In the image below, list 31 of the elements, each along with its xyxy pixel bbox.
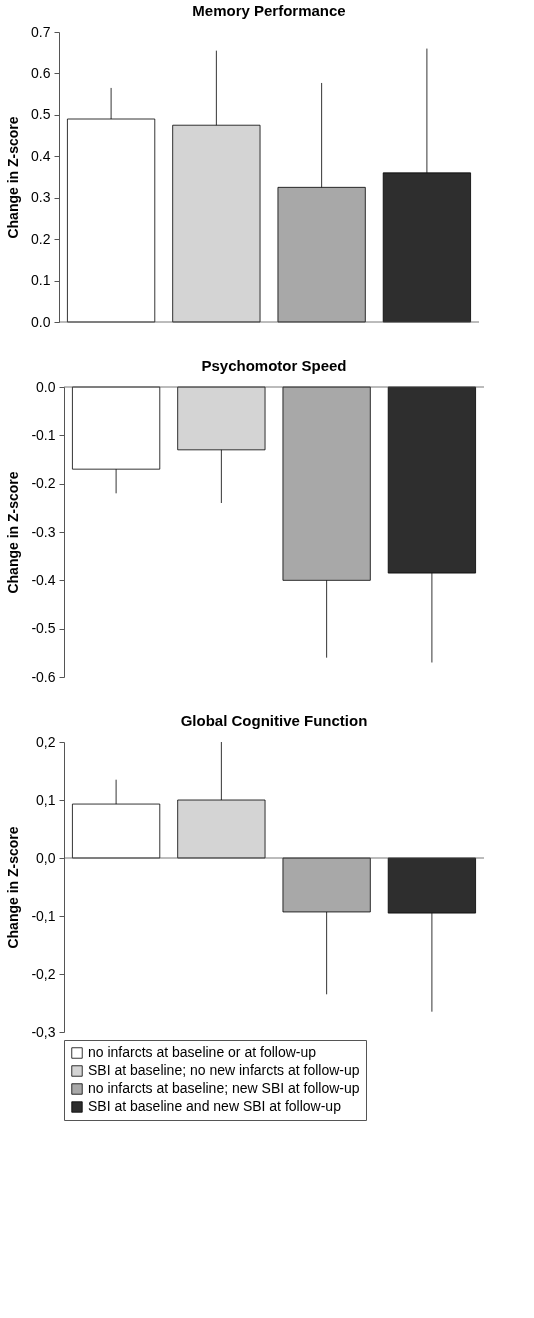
y-tick-label: 0.4 [31,147,51,164]
y-tick-label: -0.3 [31,523,56,540]
y-tick-label: -0.4 [31,571,56,588]
legend-label: no infarcts at baseline; new SBI at follow-up [88,1080,360,1096]
y-tick-label: -0.5 [31,620,56,637]
legend-label: SBI at baseline; no new infarcts at follow-up [88,1062,360,1078]
chart-title: Global Cognitive Function [180,712,368,729]
y-tick-label: -0,3 [31,1023,56,1040]
y-tick-label: 0.7 [31,23,51,40]
y-axis-title: Change in Z-score [5,826,22,949]
y-tick-label: 0.2 [31,230,51,247]
chart-title: Memory Performance [192,2,346,19]
y-tick-label: 0.0 [36,378,56,395]
y-axis-title: Change in Z-score [5,471,22,594]
chart-title: Psychomotor Speed [201,357,347,374]
y-tick-label: 0.3 [31,189,51,206]
y-tick-label: 0.1 [31,272,51,289]
legend-label: SBI at baseline and new SBI at follow-up [88,1098,342,1114]
y-tick-label: 0.6 [31,64,51,81]
y-tick-label: 0.0 [31,313,51,330]
y-tick-label: -0.2 [31,475,56,492]
y-axis-title: Change in Z-score [5,116,22,239]
y-tick-label: -0.1 [31,426,56,443]
y-tick-label: 0,2 [36,733,56,750]
y-tick-label: -0.6 [31,668,56,685]
y-tick-label: -0,2 [31,965,56,982]
y-tick-label: 0,0 [36,849,56,866]
y-tick-label: 0,1 [36,791,56,808]
legend-label: no infarcts at baseline or at follow-up [88,1044,317,1060]
y-tick-label: -0,1 [31,907,56,924]
y-tick-label: 0.5 [31,106,51,123]
